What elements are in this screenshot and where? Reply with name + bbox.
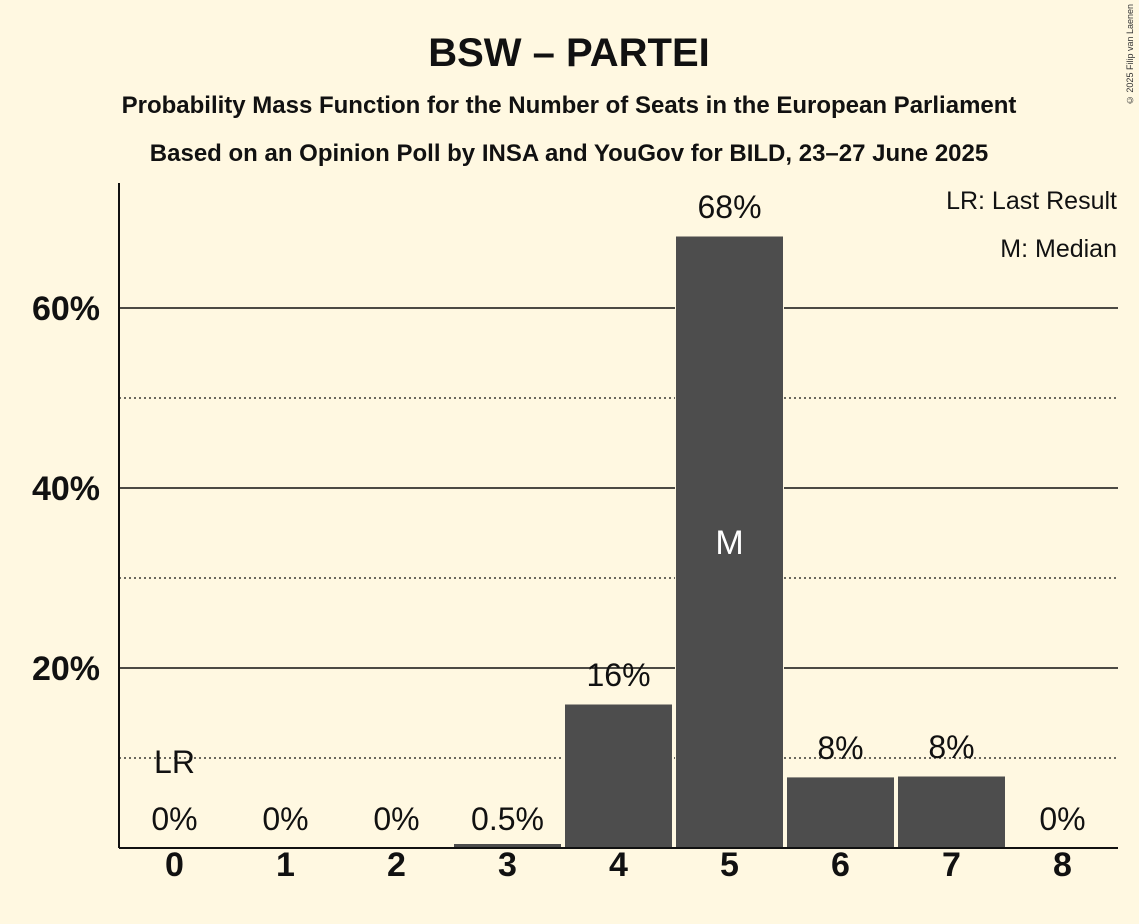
bar bbox=[675, 235, 784, 849]
bar-value-label: 0% bbox=[373, 801, 419, 837]
bar-value-label: 0% bbox=[151, 801, 197, 837]
y-tick-label: 60% bbox=[32, 290, 100, 328]
x-tick-label: 0 bbox=[165, 846, 184, 884]
last-result-marker: LR bbox=[154, 744, 195, 780]
bar-value-label: 0% bbox=[262, 801, 308, 837]
x-tick-label: 8 bbox=[1053, 846, 1072, 884]
legend-median: M: Median bbox=[1000, 235, 1117, 263]
x-tick-label: 2 bbox=[387, 846, 406, 884]
bar bbox=[564, 703, 673, 849]
bar-value-label: 0% bbox=[1039, 801, 1085, 837]
bar-value-label: 16% bbox=[586, 657, 650, 693]
bar-value-label: 8% bbox=[817, 730, 863, 766]
chart-title: BSW – PARTEI bbox=[428, 31, 710, 75]
legend-last-result: LR: Last Result bbox=[946, 187, 1117, 215]
median-marker: M bbox=[715, 524, 743, 562]
x-tick-label: 7 bbox=[942, 846, 961, 884]
bar bbox=[786, 776, 895, 849]
x-tick-label: 5 bbox=[720, 846, 739, 884]
x-tick-label: 3 bbox=[498, 846, 517, 884]
bar-value-label: 8% bbox=[928, 729, 974, 765]
x-tick-label: 6 bbox=[831, 846, 850, 884]
x-tick-label: 4 bbox=[609, 846, 628, 884]
chart-subtitle-2: Based on an Opinion Poll by INSA and You… bbox=[150, 140, 988, 167]
chart-subtitle: Probability Mass Function for the Number… bbox=[122, 92, 1017, 119]
y-tick-label: 20% bbox=[32, 650, 100, 688]
x-tick-label: 1 bbox=[276, 846, 295, 884]
y-tick-label: 40% bbox=[32, 470, 100, 508]
bar-value-label: 0.5% bbox=[471, 801, 544, 837]
bar-value-label: 68% bbox=[697, 189, 761, 225]
bar bbox=[897, 775, 1006, 849]
